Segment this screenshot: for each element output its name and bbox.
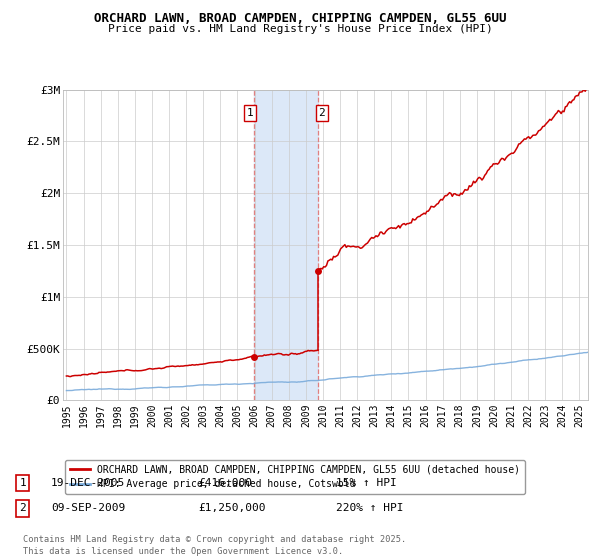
Text: 2: 2 [19,503,26,514]
Text: Contains HM Land Registry data © Crown copyright and database right 2025.
This d: Contains HM Land Registry data © Crown c… [23,535,406,556]
Text: £416,000: £416,000 [198,478,252,488]
Text: 2: 2 [319,108,325,118]
Text: 1: 1 [247,108,253,118]
Text: 19-DEC-2005: 19-DEC-2005 [51,478,125,488]
Text: £1,250,000: £1,250,000 [198,503,265,514]
Text: Price paid vs. HM Land Registry's House Price Index (HPI): Price paid vs. HM Land Registry's House … [107,24,493,34]
Text: ORCHARD LAWN, BROAD CAMPDEN, CHIPPING CAMPDEN, GL55 6UU: ORCHARD LAWN, BROAD CAMPDEN, CHIPPING CA… [94,12,506,25]
Text: 15% ↑ HPI: 15% ↑ HPI [336,478,397,488]
Bar [254,90,317,400]
Text: 1: 1 [19,478,26,488]
Text: 220% ↑ HPI: 220% ↑ HPI [336,503,404,514]
Legend: ORCHARD LAWN, BROAD CAMPDEN, CHIPPING CAMPDEN, GL55 6UU (detached house), HPI: A: ORCHARD LAWN, BROAD CAMPDEN, CHIPPING CA… [65,460,525,494]
Text: 09-SEP-2009: 09-SEP-2009 [51,503,125,514]
